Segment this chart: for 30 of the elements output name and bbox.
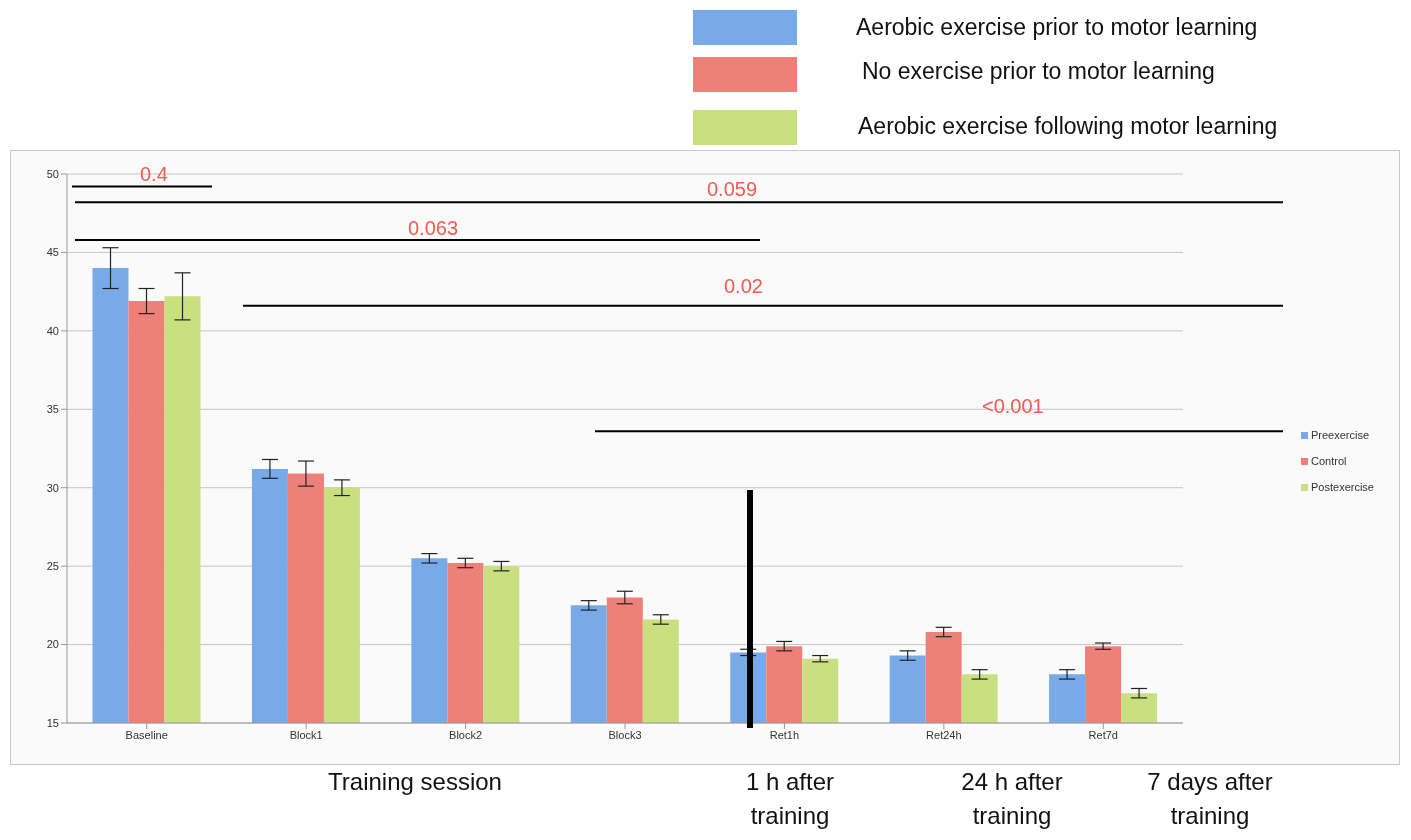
annotation: 0.063 [408,216,459,239]
legend-label: Preexercise [1311,428,1370,443]
x-tick-label: Baseline [125,728,168,741]
x-tick-label: Block1 [289,728,323,741]
y-tick-label: 20 [46,638,59,651]
text: 7 days after training [1146,767,1274,831]
text: Aerobic exercise prior to motor learning [856,14,1258,41]
y-tick-label: 30 [46,481,59,494]
y-tick-label: 40 [46,324,59,337]
text: 1 h after training [744,767,836,831]
x-tick-label: Ret1h [769,728,800,741]
text: Aerobic exercise following motor learning [858,113,1278,140]
x-tick-label: Block3 [608,728,642,741]
legend-label: Postexercise [1311,480,1374,495]
text: Training session [327,767,503,797]
x-tick-label: Block2 [449,728,483,741]
y-tick-label: 50 [46,167,59,180]
y-tick-label: 25 [46,560,59,573]
text: No exercise prior to motor learning [862,58,1215,85]
annotation: 0.4 [140,162,168,185]
annotation: <0.001 [982,395,1044,418]
legend-label: Control [1311,454,1347,469]
annotation: 0.02 [724,274,763,297]
y-tick-label: 45 [46,246,59,259]
text: 24 h after training [960,767,1064,831]
x-tick-label: Ret24h [926,728,962,741]
y-tick-label: 35 [46,403,59,416]
annotation: 0.059 [707,178,758,201]
y-tick-label: 15 [46,716,59,729]
x-tick-label: Ret7d [1088,728,1118,741]
